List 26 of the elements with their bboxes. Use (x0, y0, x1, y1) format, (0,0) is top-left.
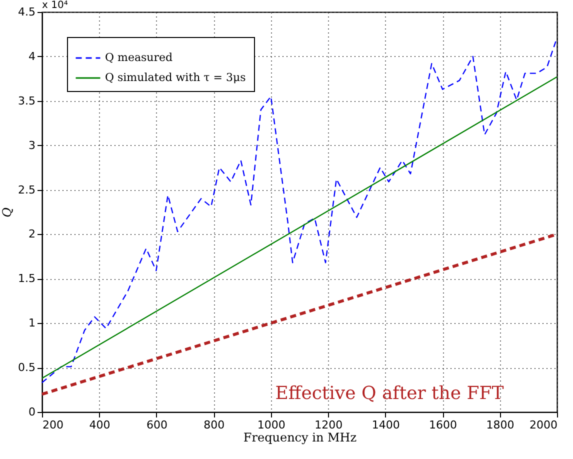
y-tick-label: 0 (28, 406, 36, 418)
text: x 10⁴ (42, 0, 68, 11)
y-tick-label: 3 (28, 138, 36, 152)
x-axis-title: Frequency in MHz (243, 430, 357, 444)
legend-label: Q simulated with τ = 3μs (105, 71, 246, 84)
x-tick-label: 2000 (530, 418, 558, 432)
text: Effective Q after the FFT (275, 383, 504, 404)
y-tick-label: 1.5 (18, 272, 36, 286)
y-tick-label: 4.5 (18, 6, 36, 18)
x-tick-label: 1800 (486, 418, 514, 432)
y-tick-label: 3.5 (18, 94, 36, 108)
x-tick-label: 1400 (372, 418, 400, 432)
legend-label: Q measured (105, 51, 173, 64)
y-tick-label: 2 (28, 228, 36, 241)
y-tick-label: 4 (28, 50, 36, 63)
x-tick-label: 1000 (257, 418, 286, 432)
y-tick-label: 2.5 (18, 183, 36, 196)
x-tick-label: 400 (89, 418, 110, 432)
y-tick-label: 1 (28, 316, 36, 330)
y-axis-title: Q (0, 207, 14, 218)
y-tick-label: 0.5 (18, 361, 36, 374)
x-tick-label: 1600 (429, 418, 458, 432)
x-tick-label: 800 (204, 418, 225, 432)
x-tick-label: 1200 (314, 418, 343, 432)
x-tick-label: 200 (42, 418, 64, 432)
x-tick-label: 600 (146, 418, 168, 432)
